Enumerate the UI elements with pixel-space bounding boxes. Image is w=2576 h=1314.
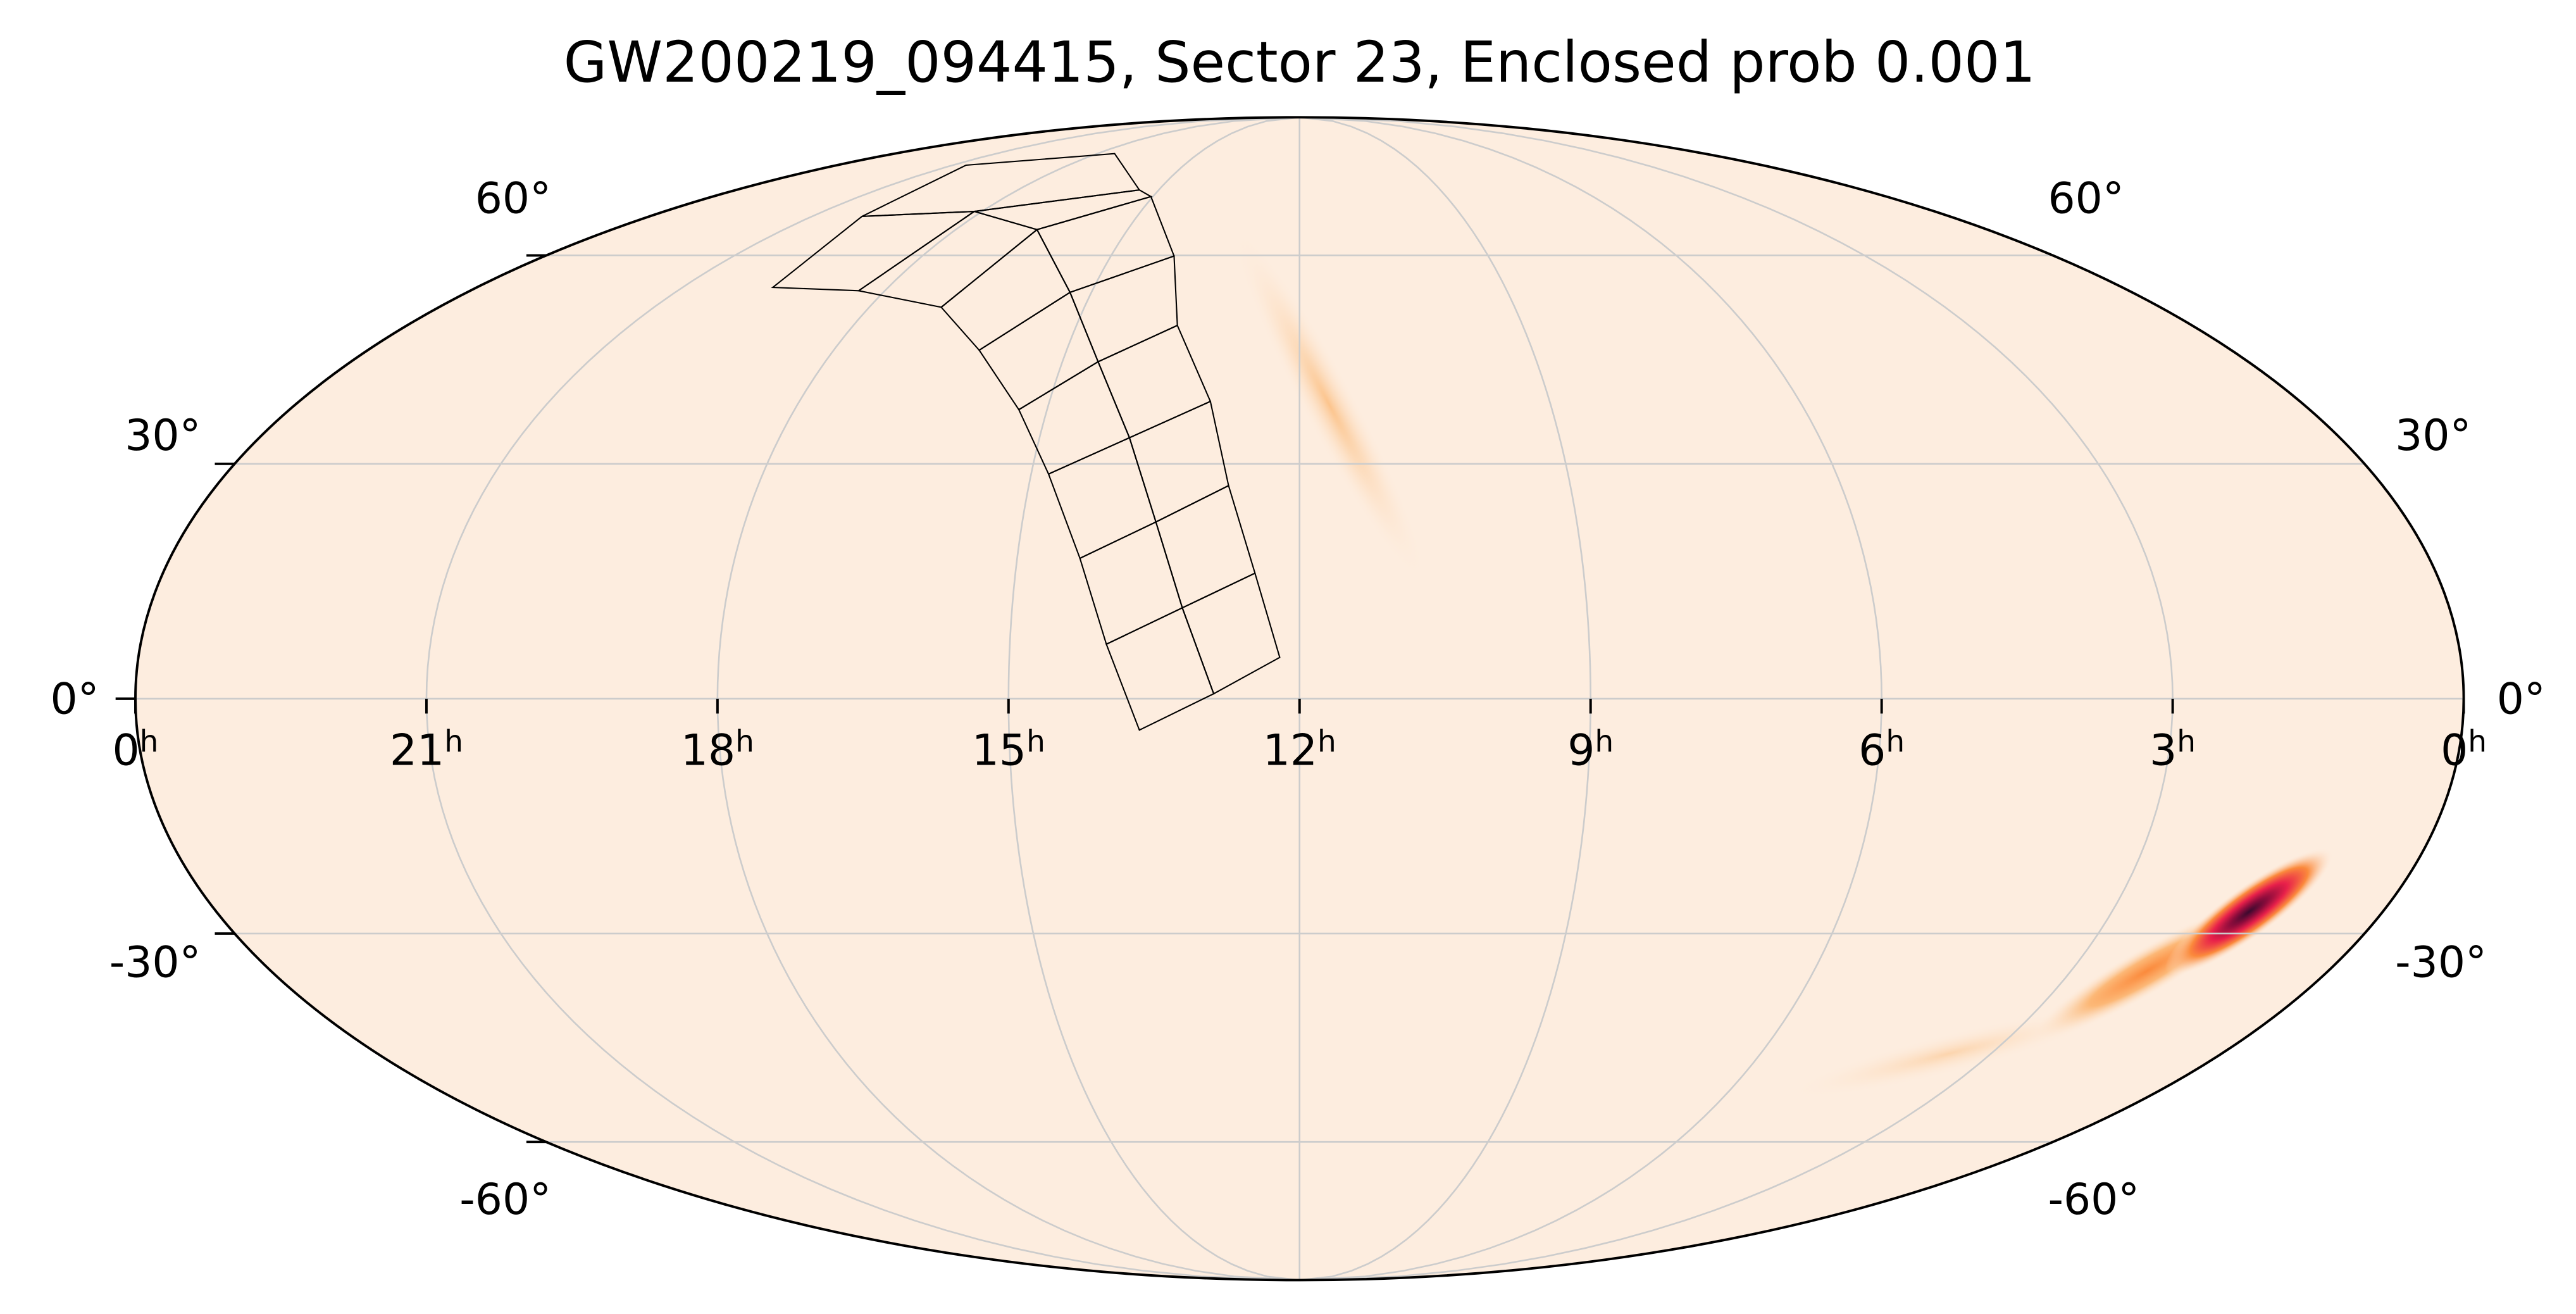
- sector-footprint: [771, 153, 1281, 731]
- probability-peak: [2165, 848, 2334, 975]
- x-tick-label: 0h: [113, 724, 159, 775]
- x-tick-value: 0: [113, 725, 140, 775]
- y-tick-label: -30°: [109, 938, 201, 988]
- x-tick-unit: h: [1886, 724, 1905, 759]
- x-tick-value: 6: [1858, 725, 1886, 775]
- y-tick-label: 60°: [2048, 174, 2124, 224]
- y-tick-label: 30°: [125, 411, 201, 461]
- x-tick-label: 3h: [2150, 724, 2196, 775]
- y-tick-label: 60°: [475, 174, 551, 224]
- x-tick-value: 3: [2150, 725, 2177, 775]
- x-tick-label: 21h: [390, 724, 463, 775]
- x-tick-label: 6h: [1858, 724, 1905, 775]
- x-tick-unit: h: [140, 724, 159, 759]
- x-tick-label: 0h: [2441, 724, 2487, 775]
- x-tick-value: 21: [390, 725, 444, 775]
- x-tick-value: 18: [681, 725, 735, 775]
- x-tick-unit: h: [1595, 724, 1614, 759]
- x-tick-value: 9: [1567, 725, 1595, 775]
- y-tick-label: 0°: [50, 674, 99, 724]
- x-tick-unit: h: [1317, 724, 1336, 759]
- ccd-outline: [861, 153, 1141, 217]
- x-tick-unit: h: [2177, 724, 2196, 759]
- x-tick-label: 18h: [681, 724, 754, 775]
- chart-title: GW200219_094415, Sector 23, Enclosed pro…: [564, 30, 2036, 95]
- y-tick-label: -30°: [2395, 938, 2487, 988]
- x-tick-unit: h: [735, 724, 754, 759]
- x-tick-label: 12h: [1263, 724, 1336, 775]
- x-tick-value: 0: [2441, 725, 2468, 775]
- probability-streak: [1233, 229, 1426, 580]
- x-tick-unit: h: [2468, 724, 2487, 759]
- y-tick-label: -60°: [459, 1175, 551, 1225]
- probability-tail: [1788, 1009, 2109, 1099]
- x-tick-label: 9h: [1567, 724, 1614, 775]
- y-tick-label: -60°: [2048, 1175, 2140, 1225]
- y-tick-label: 30°: [2395, 411, 2471, 461]
- axis-labels: 0h 21h 18h 15h 12h 9h 6h 3h 0h-60° -60°-30° -30°0°…: [50, 174, 2545, 1225]
- x-tick-label: 15h: [972, 724, 1045, 775]
- x-tick-value: 15: [972, 725, 1026, 775]
- x-tick-unit: h: [444, 724, 463, 759]
- x-tick-value: 12: [1263, 725, 1317, 775]
- x-tick-unit: h: [1026, 724, 1045, 759]
- probability-map: [1233, 229, 2334, 1099]
- y-tick-label: 0°: [2497, 674, 2546, 724]
